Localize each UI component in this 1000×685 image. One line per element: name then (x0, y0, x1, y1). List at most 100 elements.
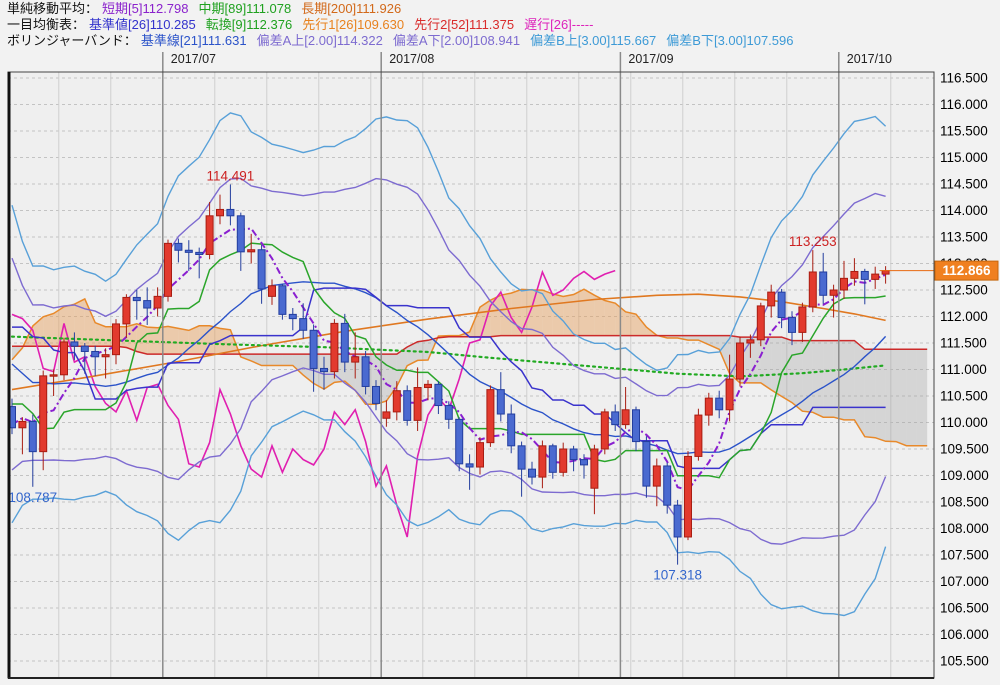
candle-body (663, 465, 672, 506)
candle-body (288, 313, 297, 320)
y-axis-tick-label: 108.500 (940, 495, 989, 510)
indicator-header: 単純移動平均： 短期[5]112.798 中期[89]111.078 長期[200]1… (7, 1, 804, 49)
candle-body (756, 305, 765, 341)
price-annotation: 108.787 (8, 490, 57, 505)
price-annotation: 114.491 (206, 168, 254, 183)
candle-body (413, 387, 422, 421)
candle-body (340, 322, 349, 363)
candle-body (777, 291, 786, 319)
candle-body (871, 273, 880, 280)
price-badge: 112.866 (934, 260, 999, 281)
candle-body (798, 306, 807, 333)
y-axis-tick-label: 114.000 (940, 203, 988, 218)
candle-body (403, 390, 412, 421)
candle-body (153, 295, 162, 309)
candle-body (507, 413, 516, 447)
candle-body (860, 270, 869, 280)
bollinger-mid-line (11, 281, 887, 455)
x-axis-month-labels: 2017/07 2017/08 2017/09 2017/10 (0, 52, 1000, 68)
candle-body (621, 409, 630, 426)
candle-body (382, 411, 391, 419)
y-axis-tick-label: 116.500 (940, 71, 988, 86)
candle-body (91, 350, 100, 358)
indicator-row-1: 一目均衡表： 基準値[26]110.285 転換[9]112.376 先行1[26]1… (7, 17, 804, 33)
candle-body (216, 208, 224, 217)
candle-body (372, 385, 380, 404)
y-axis-tick-label: 105.500 (940, 654, 989, 669)
candle-body (226, 208, 235, 217)
y-axis-tick-label: 115.500 (940, 124, 988, 139)
candle-body (60, 341, 68, 376)
candle-body (652, 465, 661, 487)
price-badge-value: 112.866 (942, 263, 991, 278)
candle-body (746, 339, 755, 344)
candle-body (611, 411, 620, 426)
chikou-line (11, 269, 616, 538)
candle-body (28, 420, 37, 453)
y-axis-tick-label: 115.000 (940, 150, 988, 165)
candle-body (736, 342, 744, 380)
candle-body (528, 468, 536, 478)
candle-body (819, 271, 828, 296)
candle-body (361, 356, 370, 387)
candle-body (517, 445, 526, 470)
candle-body (465, 463, 474, 468)
sma89-line (10, 335, 887, 378)
y-axis-tick-label: 110.000 (940, 415, 988, 430)
candle-body (881, 270, 890, 275)
month-label: 2017/07 (170, 52, 216, 66)
indicator-value: 偏差A上[2.00]114.322 (256, 33, 383, 48)
candle-body (600, 411, 609, 450)
candle-body (840, 277, 848, 291)
annotations-layer: 114.491 113.253 108.787 107.318 (8, 168, 836, 582)
candle-body (112, 323, 120, 356)
y-axis-tick-label: 116.000 (940, 97, 988, 112)
indicator-value: 基準線[21]111.631 (140, 33, 247, 48)
candle-body (850, 270, 859, 279)
candle-body (788, 317, 796, 333)
candle-body (49, 374, 58, 377)
indicator-value: 中期[89]111.078 (198, 1, 292, 16)
candle-body (205, 215, 214, 255)
y-axis-tick-label: 106.000 (940, 627, 989, 642)
indicator-row-label: ボリンジャーバンド： (7, 33, 137, 48)
candle-body (684, 455, 692, 538)
candle-body (548, 445, 557, 473)
candle-body (559, 448, 568, 473)
tenkan-line (12, 242, 886, 479)
y-axis-tick-label: 106.500 (940, 601, 989, 616)
indicator-value: 短期[5]112.798 (102, 1, 189, 16)
candle-body (268, 285, 276, 297)
indicator-value: 偏差B上[3.00]115.667 (530, 33, 657, 48)
y-axis-tick-label: 110.500 (940, 389, 988, 404)
candle-body (320, 367, 328, 373)
candles-layer (8, 184, 890, 565)
indicator-value: 偏差B下[3.00]107.596 (666, 33, 794, 48)
candle-body (299, 318, 308, 331)
y-axis-tick-label: 111.500 (940, 336, 987, 351)
y-axis-tick-label: 109.000 (940, 468, 989, 483)
candle-body (694, 414, 703, 457)
candle-body (829, 289, 838, 296)
y-axis-tick-label: 112.500 (940, 283, 988, 298)
candle-body (632, 409, 640, 443)
indicator-value: 基準値[26]110.285 (89, 17, 196, 32)
candle-body (143, 300, 152, 309)
candle-body (725, 378, 734, 411)
month-label: 2017/08 (389, 52, 435, 66)
candle-body (590, 448, 599, 489)
candle-body (392, 390, 401, 413)
price-annotation: 107.318 (653, 568, 702, 583)
candle-body (257, 249, 266, 290)
bollinger-2sigma-lower (11, 367, 887, 545)
y-axis-tick-label: 107.000 (940, 574, 989, 589)
candle-body (330, 322, 339, 373)
candle-body (715, 397, 724, 411)
candle-body (164, 242, 172, 297)
indicator-value: 転換[9]112.376 (205, 17, 293, 32)
candle-body (247, 249, 256, 253)
y-axis-tick-label: 113.500 (940, 230, 988, 245)
senkou-a-line (11, 288, 928, 447)
